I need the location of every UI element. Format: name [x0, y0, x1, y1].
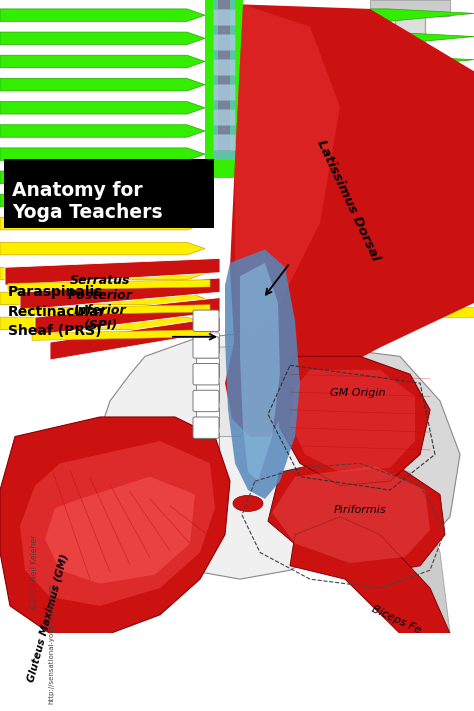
Bar — [365, 282, 474, 292]
Polygon shape — [0, 267, 205, 279]
Text: Rectinacular: Rectinacular — [8, 305, 106, 319]
Polygon shape — [315, 348, 460, 579]
Text: Latissimus Dorsal: Latissimus Dorsal — [314, 138, 382, 264]
Polygon shape — [8, 279, 210, 291]
FancyBboxPatch shape — [197, 358, 219, 378]
Bar — [205, 0, 243, 178]
Bar — [365, 232, 474, 242]
Polygon shape — [0, 317, 205, 330]
Bar — [213, 9, 235, 25]
Polygon shape — [45, 476, 195, 584]
Polygon shape — [235, 4, 340, 338]
Polygon shape — [370, 78, 474, 91]
FancyBboxPatch shape — [197, 432, 219, 453]
Text: Paraspinalis: Paraspinalis — [8, 285, 103, 299]
Polygon shape — [225, 250, 300, 499]
Polygon shape — [240, 263, 280, 481]
Polygon shape — [0, 242, 205, 255]
Polygon shape — [35, 298, 220, 335]
Polygon shape — [0, 102, 205, 114]
Polygon shape — [20, 305, 210, 316]
Polygon shape — [0, 417, 230, 634]
Polygon shape — [355, 464, 450, 634]
Bar — [395, 0, 425, 232]
FancyBboxPatch shape — [193, 417, 219, 439]
Polygon shape — [0, 32, 205, 45]
Text: Biceps Fe: Biceps Fe — [370, 604, 423, 636]
Text: Anatomy for: Anatomy for — [12, 181, 143, 200]
Text: Yoga Teachers: Yoga Teachers — [12, 203, 163, 222]
Polygon shape — [272, 466, 430, 563]
FancyBboxPatch shape — [197, 483, 219, 503]
Text: Serratus
Posterior
Inferior
(SPI): Serratus Posterior Inferior (SPI) — [68, 274, 132, 333]
Polygon shape — [95, 334, 410, 579]
Bar — [213, 84, 235, 100]
Bar — [213, 0, 235, 161]
Polygon shape — [230, 4, 474, 401]
FancyBboxPatch shape — [197, 407, 219, 428]
Ellipse shape — [233, 496, 263, 511]
Text: GM Origin: GM Origin — [330, 387, 385, 397]
Ellipse shape — [360, 412, 420, 461]
Bar — [4, 159, 214, 228]
FancyBboxPatch shape — [197, 383, 219, 403]
Polygon shape — [20, 278, 220, 310]
Polygon shape — [290, 517, 450, 634]
FancyBboxPatch shape — [197, 333, 219, 353]
Polygon shape — [20, 441, 215, 606]
Polygon shape — [0, 124, 205, 137]
Polygon shape — [0, 292, 205, 305]
Text: Piriformis: Piriformis — [334, 506, 386, 515]
FancyBboxPatch shape — [197, 457, 219, 478]
Text: ©2015 Neil Keleher: ©2015 Neil Keleher — [30, 535, 39, 610]
Polygon shape — [370, 55, 474, 68]
Bar — [365, 306, 474, 317]
Polygon shape — [225, 330, 290, 437]
Bar — [213, 134, 235, 150]
FancyBboxPatch shape — [193, 310, 219, 331]
Text: http://sensational-yoga-poses.com: http://sensational-yoga-poses.com — [48, 584, 54, 704]
Text: Sheaf (PRS): Sheaf (PRS) — [8, 324, 101, 338]
Polygon shape — [0, 55, 205, 68]
Bar — [213, 59, 235, 75]
FancyBboxPatch shape — [193, 337, 219, 358]
Polygon shape — [0, 9, 205, 21]
Polygon shape — [0, 171, 205, 183]
Bar — [218, 0, 230, 151]
Polygon shape — [0, 194, 205, 207]
Bar — [370, 0, 450, 16]
Text: Gluteus Maximus (GM): Gluteus Maximus (GM) — [26, 552, 70, 683]
Polygon shape — [278, 356, 430, 486]
Bar — [370, 214, 450, 230]
Polygon shape — [290, 370, 415, 472]
Polygon shape — [200, 346, 265, 437]
Polygon shape — [268, 459, 445, 574]
Polygon shape — [0, 148, 205, 161]
FancyBboxPatch shape — [193, 390, 219, 412]
Bar — [213, 109, 235, 124]
Polygon shape — [370, 9, 474, 21]
Polygon shape — [0, 218, 205, 230]
FancyBboxPatch shape — [193, 363, 219, 385]
Polygon shape — [0, 78, 205, 91]
Bar — [365, 257, 474, 267]
Polygon shape — [32, 330, 210, 341]
Bar — [213, 34, 235, 50]
Polygon shape — [50, 317, 220, 360]
Polygon shape — [370, 32, 474, 45]
Polygon shape — [5, 258, 220, 285]
